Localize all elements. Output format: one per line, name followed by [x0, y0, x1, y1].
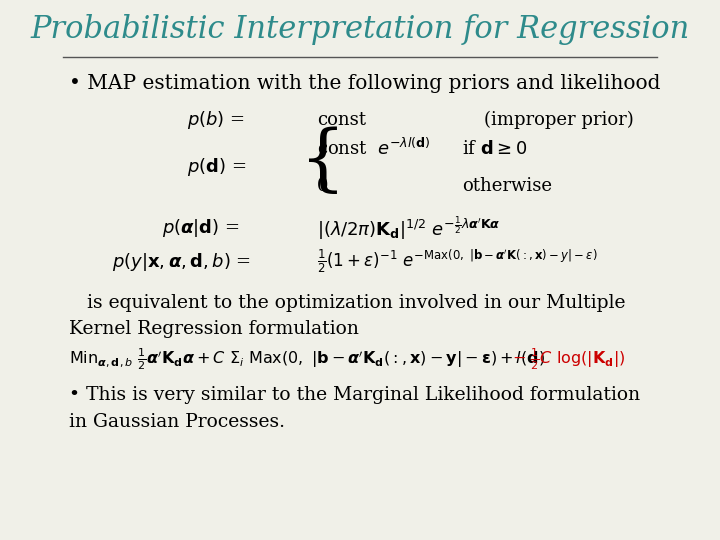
Text: 0: 0 [317, 177, 328, 195]
Text: $p(\mathbf{d})$ =: $p(\mathbf{d})$ = [186, 157, 246, 178]
Text: $\mathrm{Min}_{\boldsymbol{\alpha},\mathbf{d},b}\ \frac{1}{2}\boldsymbol{\alpha}: $\mathrm{Min}_{\boldsymbol{\alpha},\math… [69, 346, 545, 372]
Text: otherwise: otherwise [462, 177, 552, 195]
Text: in Gaussian Processes.: in Gaussian Processes. [69, 413, 285, 431]
Text: $p(b)$ =: $p(b)$ = [186, 109, 245, 131]
Text: (improper prior): (improper prior) [484, 111, 634, 129]
Text: $p(y|\mathbf{x},\boldsymbol{\alpha},\mathbf{d},b)$ =: $p(y|\mathbf{x},\boldsymbol{\alpha},\mat… [112, 251, 251, 273]
Text: • This is very similar to the Marginal Likelihood formulation: • This is very similar to the Marginal L… [69, 386, 640, 404]
Text: {: { [300, 127, 346, 197]
Text: $|(\lambda/2\pi)\mathbf{K_d}|^{1/2}\ e^{-\frac{1}{2}\lambda\boldsymbol{\alpha}^{: $|(\lambda/2\pi)\mathbf{K_d}|^{1/2}\ e^{… [317, 214, 500, 242]
Text: • MAP estimation with the following priors and likelihood: • MAP estimation with the following prio… [69, 74, 661, 93]
Text: $p(\boldsymbol{\alpha}|\mathbf{d})$ =: $p(\boldsymbol{\alpha}|\mathbf{d})$ = [162, 217, 240, 239]
Text: is equivalent to the optimization involved in our Multiple: is equivalent to the optimization involv… [69, 294, 626, 313]
Text: Kernel Regression formulation: Kernel Regression formulation [69, 320, 359, 339]
Text: const: const [317, 111, 366, 129]
Text: const  $e^{-\lambda l(\mathbf{d})}$: const $e^{-\lambda l(\mathbf{d})}$ [317, 138, 431, 159]
Text: if $\mathbf{d} \geq 0$: if $\mathbf{d} \geq 0$ [462, 139, 527, 158]
Text: $\frac{1}{2}(1+\varepsilon)^{-1}\ e^{-\mathrm{Max}(0,\ |\mathbf{b}-\boldsymbol{\: $\frac{1}{2}(1+\varepsilon)^{-1}\ e^{-\m… [317, 248, 598, 276]
Text: Probabilistic Interpretation for Regression: Probabilistic Interpretation for Regress… [30, 14, 690, 45]
Text: $-\ \frac{1}{2}C\ \mathrm{log}(|\mathbf{K_d}|)$: $-\ \frac{1}{2}C\ \mathrm{log}(|\mathbf{… [512, 346, 625, 372]
